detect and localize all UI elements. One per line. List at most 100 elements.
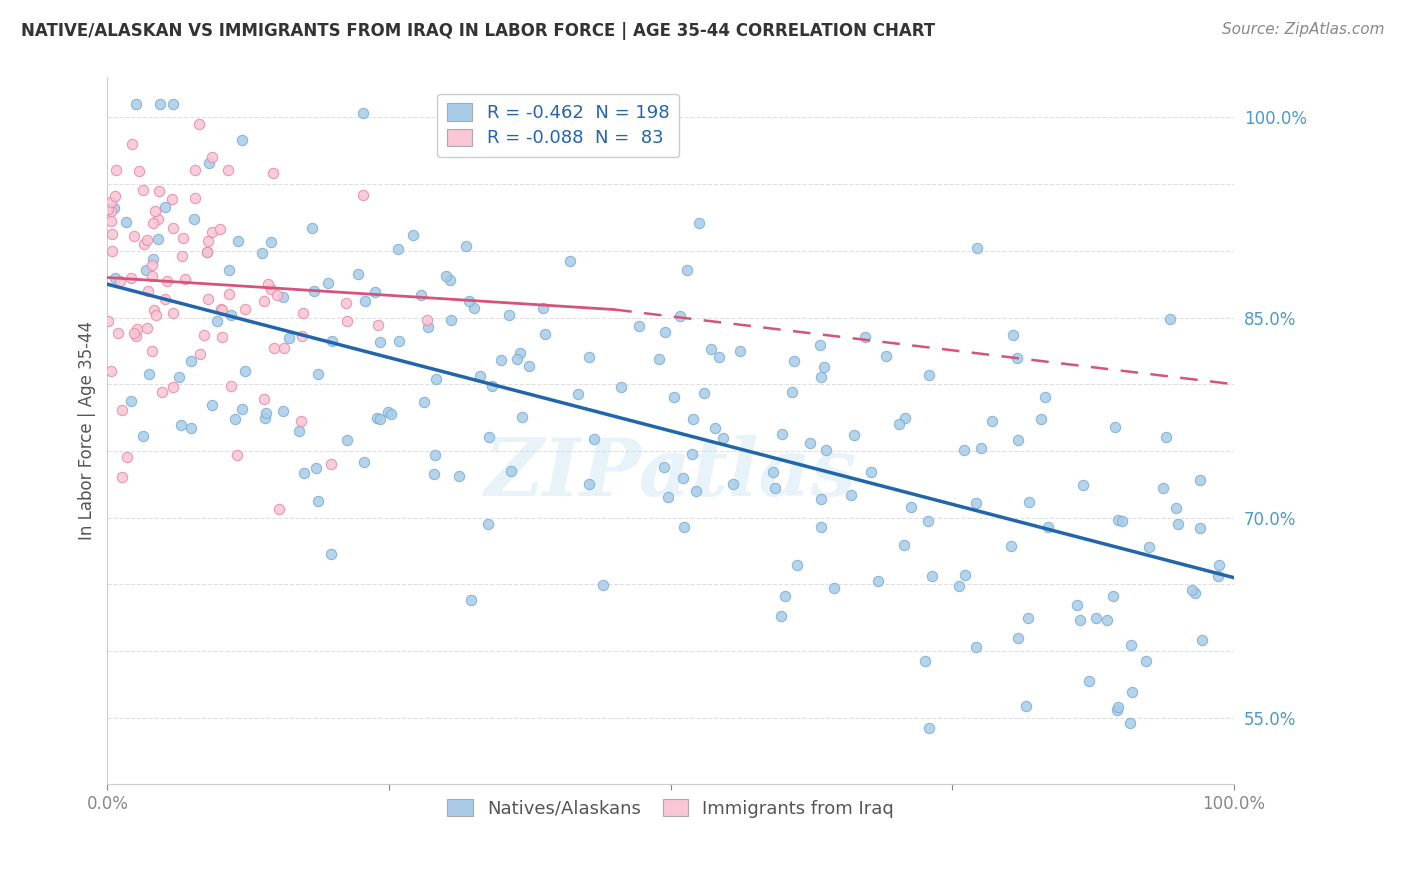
Point (1007, 631, 1029, 645)
Point (700, 342, 723, 356)
Point (416, 312, 439, 326)
Point (531, 301, 554, 315)
Point (101, 244, 124, 259)
Point (1000, 540, 1022, 554)
Point (122, 326, 145, 340)
Point (1111, 514, 1133, 528)
Point (965, 496, 987, 510)
Point (111, 470, 134, 484)
Point (418, 320, 440, 334)
Point (669, 310, 692, 324)
Point (134, 237, 156, 252)
Point (271, 290, 294, 304)
Point (260, 282, 283, 296)
Point (292, 306, 315, 320)
Point (675, 263, 697, 277)
Point (319, 457, 342, 471)
Point (610, 379, 633, 393)
Point (814, 443, 837, 458)
Point (162, 97, 184, 112)
Point (197, 234, 219, 248)
Point (183, 211, 205, 226)
Point (681, 447, 703, 461)
Point (948, 579, 970, 593)
Point (253, 410, 276, 425)
Point (783, 354, 806, 368)
Point (1135, 654, 1157, 668)
Point (135, 263, 157, 277)
Point (132, 183, 155, 197)
Point (352, 106, 374, 120)
Point (226, 448, 249, 462)
Point (120, 393, 142, 408)
Point (853, 329, 876, 343)
Point (498, 308, 520, 322)
Point (813, 359, 835, 374)
Point (271, 404, 294, 418)
Point (447, 125, 470, 139)
Point (336, 314, 359, 328)
Point (195, 244, 218, 259)
Point (336, 433, 359, 447)
Point (209, 301, 232, 316)
Point (183, 191, 205, 205)
Point (423, 467, 446, 482)
Point (1029, 412, 1052, 426)
Point (662, 390, 685, 404)
Point (307, 494, 329, 508)
Point (657, 490, 679, 504)
Point (108, 273, 131, 287)
Point (823, 581, 845, 595)
Point (917, 368, 939, 382)
Point (273, 341, 295, 355)
Point (707, 351, 730, 365)
Point (1166, 500, 1188, 515)
Point (160, 192, 183, 206)
Point (180, 354, 202, 368)
Point (302, 284, 325, 298)
Point (150, 385, 173, 400)
Point (195, 244, 218, 259)
Text: ZIPatlas: ZIPatlas (485, 434, 856, 512)
Point (773, 589, 796, 603)
Point (1084, 611, 1107, 625)
Point (457, 293, 479, 308)
Point (799, 435, 821, 450)
Point (233, 301, 256, 316)
Point (167, 369, 190, 384)
Point (578, 476, 600, 491)
Point (253, 293, 276, 308)
Point (266, 287, 288, 301)
Point (132, 429, 155, 443)
Point (304, 461, 326, 475)
Point (769, 608, 792, 623)
Point (558, 254, 581, 268)
Point (335, 296, 357, 310)
Point (141, 268, 163, 283)
Point (138, 367, 160, 381)
Point (889, 417, 911, 431)
Point (509, 346, 531, 360)
Point (252, 246, 274, 260)
Point (104, 188, 127, 202)
Text: Source: ZipAtlas.com: Source: ZipAtlas.com (1222, 22, 1385, 37)
Point (628, 319, 651, 334)
Point (688, 216, 710, 230)
Point (201, 225, 224, 239)
Legend: Natives/Alaskans, Immigrants from Iraq: Natives/Alaskans, Immigrants from Iraq (440, 791, 901, 825)
Point (1107, 513, 1129, 527)
Point (253, 392, 276, 406)
Point (1208, 558, 1230, 572)
Point (672, 471, 695, 485)
Point (578, 350, 600, 364)
Point (288, 425, 311, 439)
Point (125, 97, 148, 112)
Point (900, 500, 922, 514)
Point (231, 132, 253, 146)
Point (534, 326, 557, 341)
Point (478, 430, 501, 444)
Point (517, 359, 540, 373)
Point (477, 516, 499, 531)
Point (321, 547, 343, 561)
Point (366, 411, 388, 425)
